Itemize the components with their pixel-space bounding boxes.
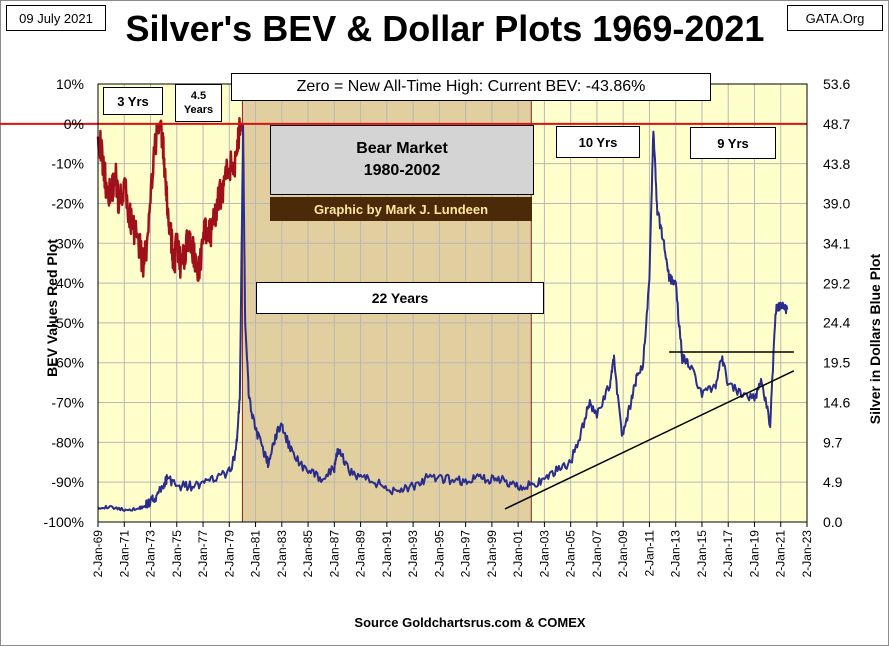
- source-label: GATA.Org: [787, 5, 883, 31]
- x-tick-label: 2-Jan-99: [485, 530, 499, 578]
- x-tick-label: 2-Jan-97: [459, 530, 473, 578]
- trendline: [504, 370, 795, 510]
- x-tick-label: 2-Jan-77: [196, 530, 210, 578]
- label-4-5-line2: Years: [183, 104, 214, 116]
- y-left-tick-label: 0%: [64, 116, 84, 132]
- x-tick-label: 2-Jan-95: [432, 530, 446, 578]
- series-layer: [96, 116, 789, 512]
- bev-subtitle: Zero = New All-Time High: Current BEV: -…: [231, 73, 711, 101]
- y-right-tick-label: 48.7: [823, 116, 850, 132]
- bev-series-line: [96, 116, 244, 282]
- x-tick-label: 2-Jan-13: [669, 530, 683, 578]
- x-tick-label: 2-Jan-81: [249, 530, 263, 578]
- x-tick-label: 2-Jan-85: [301, 530, 315, 578]
- x-tick-label: 2-Jan-15: [695, 530, 709, 578]
- date-label: 09 July 2021: [6, 5, 106, 31]
- y-left-tick-label: -50%: [51, 315, 84, 331]
- y-right-tick-label: 39.0: [823, 195, 850, 211]
- label-3-years: 3 Yrs: [103, 87, 163, 115]
- x-tick-label: 2-Jan-73: [144, 530, 158, 578]
- x-tick-label: 2-Jan-23: [800, 530, 814, 578]
- x-tick-label: 2-Jan-01: [511, 530, 525, 578]
- right-axis-ticks: 53.6 48.7 43.8 39.0 34.1 29.2 24.4 19.5 14.6 9.7 4…: [823, 76, 850, 530]
- y-left-tick-label: -90%: [51, 474, 84, 490]
- x-tick-label: 2-Jan-11: [642, 530, 656, 577]
- label-10-years: 10 Yrs: [556, 126, 640, 158]
- y-left-tick-label: -100%: [44, 514, 84, 530]
- x-axis-ticks: 2-Jan-69 2-Jan-71 2-Jan-73 2-Jan-75 2-Jan-77…: [91, 522, 814, 577]
- x-tick-label: 2-Jan-91: [380, 530, 394, 578]
- x-tick-label: 2-Jan-19: [747, 530, 761, 578]
- x-tick-label: 2-Jan-17: [721, 530, 735, 578]
- silver-price-series-line: [97, 124, 789, 512]
- label-4-5-line1: 4.5: [190, 90, 207, 102]
- trendlines: [504, 351, 795, 510]
- label-9-years: 9 Yrs: [690, 127, 776, 159]
- bear-years-label: 22 Years: [256, 282, 544, 314]
- x-tick-label: 2-Jan-69: [91, 530, 105, 578]
- y-left-tick-label: -60%: [51, 355, 84, 371]
- chart-title: Silver's BEV & Dollar Plots 1969-2021: [125, 8, 765, 49]
- x-tick-label: 2-Jan-83: [275, 530, 289, 578]
- y-right-tick-label: 14.6: [823, 395, 850, 411]
- y-right-tick-label: 43.8: [823, 156, 850, 172]
- y-left-tick-label: -80%: [51, 434, 84, 450]
- y-right-tick-label: 29.2: [823, 275, 850, 291]
- y-left-tick-label: -40%: [51, 275, 84, 291]
- x-tick-label: 2-Jan-71: [117, 530, 131, 578]
- y-axis-left-label: BEV Values Red Plot: [44, 239, 60, 377]
- x-tick-label: 2-Jan-89: [354, 530, 368, 578]
- x-tick-label: 2-Jan-93: [406, 530, 420, 578]
- y-right-tick-label: 34.1: [823, 235, 850, 251]
- x-tick-label: 2-Jan-05: [564, 530, 578, 578]
- x-tick-label: 2-Jan-21: [774, 530, 788, 578]
- bear-market-label: Bear Market 1980-2002: [270, 125, 534, 195]
- y-left-tick-label: -10%: [51, 156, 84, 172]
- source-footer: Source Goldchartsrus.com & COMEX: [354, 615, 586, 630]
- y-right-tick-label: 4.9: [823, 474, 843, 490]
- x-tick-label: 2-Jan-09: [616, 530, 630, 578]
- y-left-tick-label: 10%: [56, 76, 84, 92]
- x-tick-label: 2-Jan-87: [327, 530, 341, 578]
- y-left-tick-label: -20%: [51, 195, 84, 211]
- label-4-5-years: 4.5 Years: [175, 84, 222, 122]
- x-tick-label: 2-Jan-79: [222, 530, 236, 578]
- bear-market-line1: Bear Market: [356, 140, 448, 157]
- x-tick-label: 2-Jan-75: [170, 530, 184, 578]
- y-right-tick-label: 9.7: [823, 435, 843, 451]
- x-tick-label: 2-Jan-03: [537, 530, 551, 578]
- y-left-tick-label: -70%: [51, 395, 84, 411]
- y-right-tick-label: 19.5: [823, 355, 850, 371]
- y-right-tick-label: 24.4: [823, 315, 850, 331]
- y-right-tick-label: 53.6: [823, 76, 850, 92]
- y-right-tick-label: 0.0: [823, 514, 843, 530]
- y-left-tick-label: -30%: [51, 235, 84, 251]
- x-tick-label: 2-Jan-07: [590, 530, 604, 578]
- y-axis-right-label: Silver in Dollars Blue Plot: [867, 253, 883, 425]
- bear-market-line2: 1980-2002: [363, 162, 441, 179]
- left-axis-ticks: 10% 0% -10% -20% -30% -40% -50% -60% -70% -80% -90…: [44, 76, 84, 530]
- credit-label: Graphic by Mark J. Lundeen: [270, 197, 532, 221]
